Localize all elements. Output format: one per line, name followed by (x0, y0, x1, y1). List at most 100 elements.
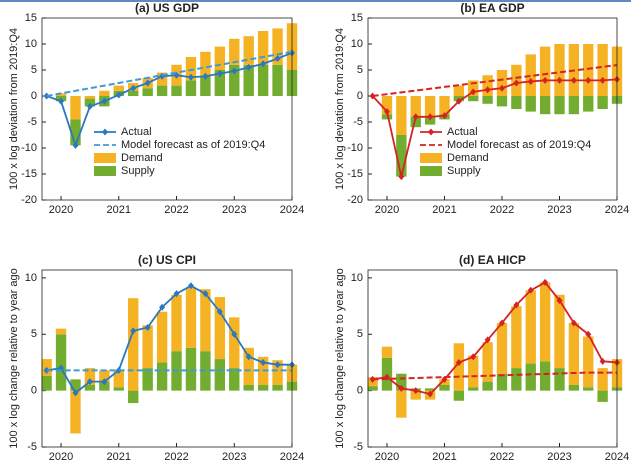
point-marker (159, 303, 166, 311)
bar (113, 387, 124, 391)
y-tick-label: 5 (357, 64, 363, 76)
bar (128, 298, 139, 391)
series-line (46, 50, 293, 97)
bar (482, 381, 493, 391)
bar (539, 46, 551, 96)
bar (453, 343, 465, 391)
chart-title: (b) EA GDP (460, 1, 524, 15)
x-tick-label: 2021 (107, 204, 131, 216)
y-axis-label: 100 x log deviation from 2019:Q4 (8, 28, 20, 190)
bar (568, 96, 580, 115)
point-marker (274, 55, 281, 63)
bar (525, 363, 536, 391)
x-tick-label: 2022 (490, 204, 514, 216)
point-marker (427, 113, 434, 121)
y-tick-label: -10 (347, 142, 363, 154)
bar (70, 390, 81, 434)
y-axis-label: 100 x log change relative to year ago (8, 268, 20, 448)
point-marker (216, 308, 223, 316)
bar (482, 75, 493, 96)
point-marker (484, 86, 491, 94)
x-tick-label: 2023 (222, 204, 246, 216)
point-marker (599, 357, 606, 365)
bar (410, 390, 421, 400)
point-marker (570, 76, 577, 84)
legend-marker (102, 128, 108, 136)
bar (156, 362, 168, 391)
bar (410, 96, 421, 117)
y-tick-label: -5 (353, 116, 363, 128)
bar (55, 93, 67, 96)
legend-label: Actual (447, 126, 478, 138)
y-axis-label: 100 x log change relative to year ago (334, 268, 346, 448)
bar (381, 346, 393, 358)
point-marker (455, 97, 462, 105)
point-marker (527, 77, 534, 85)
chart-title: (a) US GDP (135, 1, 199, 15)
bar (99, 90, 110, 96)
bar (272, 384, 283, 391)
x-tick-label: 2023 (222, 451, 246, 463)
bar (453, 85, 465, 96)
legend-label: Model forecast as of 2019:Q4 (121, 139, 265, 151)
y-axis-label: 100 x log deviation from 2019:Q4 (334, 28, 346, 190)
point-marker (115, 91, 122, 99)
bar (128, 390, 139, 404)
bar (113, 85, 124, 91)
bar (396, 135, 407, 177)
point-marker (498, 319, 505, 327)
y-tick-label: 15 (351, 12, 363, 24)
point-marker (513, 79, 520, 87)
point-marker (556, 296, 563, 304)
bar (41, 375, 52, 391)
y-tick-label: 10 (25, 272, 37, 284)
series-line (372, 64, 618, 97)
plot-frame (41, 269, 293, 448)
bar (410, 116, 421, 128)
x-tick-label: 2024 (605, 451, 629, 463)
point-marker (498, 84, 505, 92)
bar (84, 384, 96, 391)
bar (243, 384, 254, 391)
bar (171, 85, 182, 96)
bar (229, 317, 240, 369)
bar (156, 85, 168, 96)
point-marker (245, 63, 252, 71)
bar (200, 75, 211, 96)
point-marker (585, 76, 592, 84)
point-marker (173, 290, 180, 298)
bar (229, 368, 240, 391)
bar (214, 297, 226, 360)
point-marker (260, 60, 267, 68)
bar (396, 390, 407, 418)
point-marker (274, 361, 281, 369)
point-marker (72, 389, 79, 397)
point-marker (527, 286, 534, 294)
bar (214, 359, 226, 391)
point-marker (556, 76, 563, 84)
bar (229, 38, 240, 65)
bar (539, 282, 551, 362)
y-tick-label: 10 (351, 272, 363, 284)
bar (539, 96, 551, 115)
bar (511, 96, 522, 109)
y-tick-label: -5 (27, 116, 37, 128)
x-tick-label: 2022 (490, 451, 514, 463)
bar (525, 54, 536, 96)
bar (84, 368, 96, 385)
bar (396, 96, 407, 135)
bar (113, 370, 124, 388)
bar (128, 90, 139, 96)
bar (482, 96, 493, 104)
plot-frame (41, 17, 293, 201)
bar (482, 342, 493, 382)
y-tick-label: -20 (347, 194, 363, 206)
bar (439, 96, 450, 115)
y-tick-label: 5 (357, 328, 363, 340)
y-tick-label: 0 (357, 385, 363, 397)
point-marker (231, 67, 238, 75)
point-marker (187, 73, 194, 81)
point-marker (202, 72, 209, 80)
bar (367, 386, 378, 391)
